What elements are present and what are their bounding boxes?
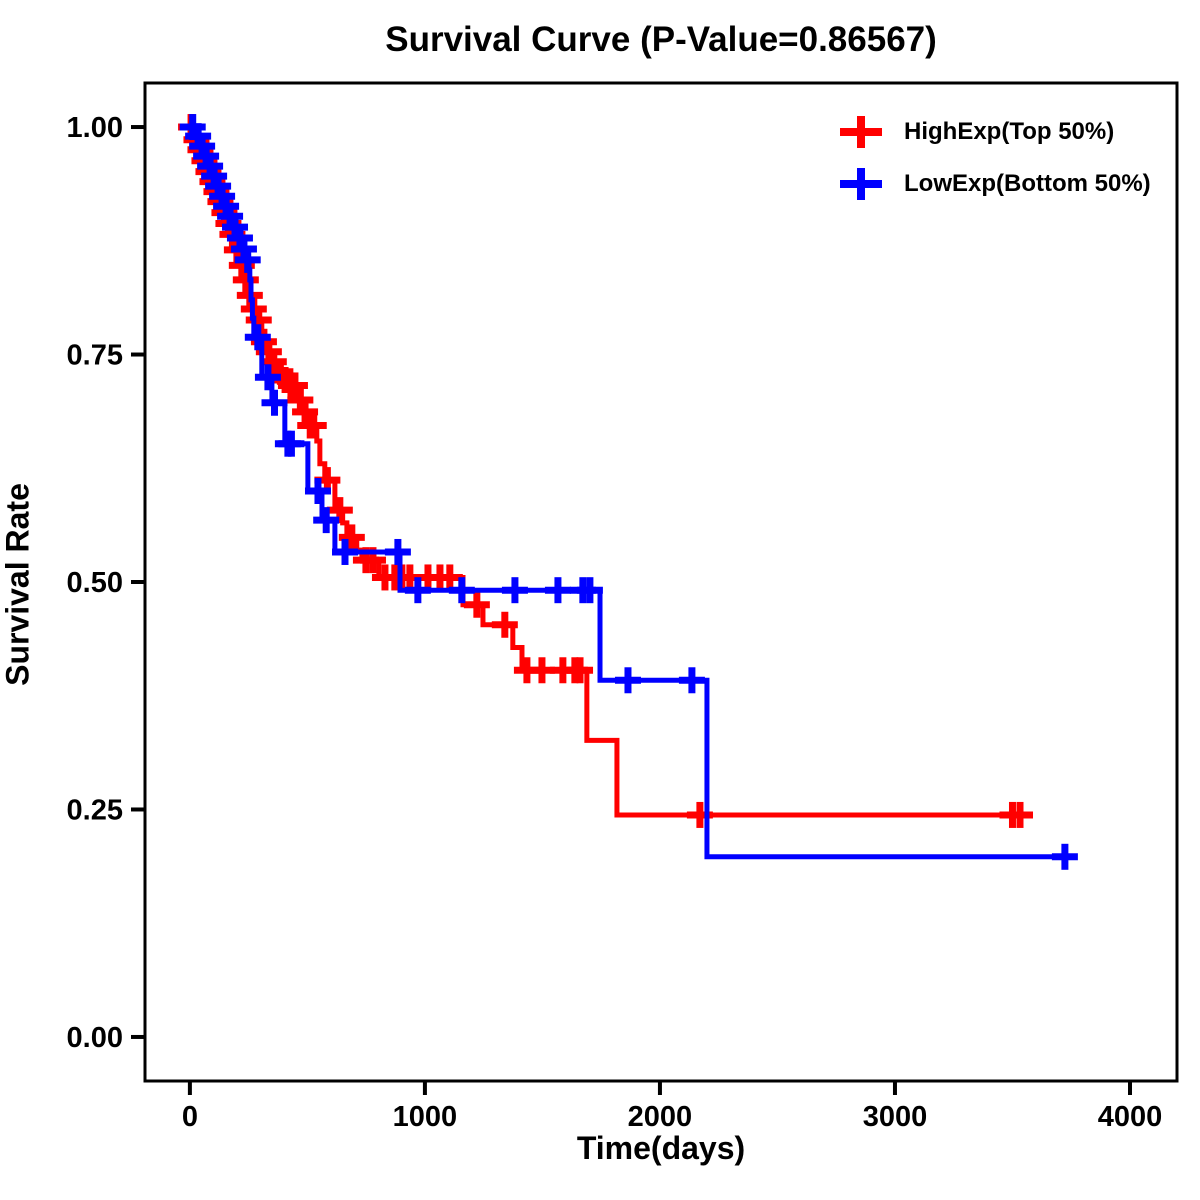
plus-icon (840, 111, 882, 153)
y-axis-ticks: 0.00 0.25 0.50 0.75 1.00 (67, 112, 145, 1054)
y-tick-label: 0.25 (67, 794, 123, 826)
plot-frame (143, 81, 1179, 1083)
x-axis-title: Time(days) (576, 1130, 746, 1166)
x-axis-ticks: 0 1000 2000 3000 4000 (182, 1081, 1162, 1133)
x-tick-label: 4000 (1098, 1101, 1163, 1133)
y-tick-label: 0.00 (67, 1022, 123, 1054)
legend-label-highexp: HighExp(Top 50%) (904, 118, 1115, 145)
legend: HighExp(Top 50%) LowExp(Bottom 50%) (840, 110, 1151, 206)
x-tick-label: 1000 (393, 1101, 458, 1133)
x-tick-label: 3000 (863, 1101, 928, 1133)
x-tick-label: 2000 (628, 1101, 693, 1133)
y-tick-label: 0.50 (67, 567, 123, 599)
lowexp-censor-marks (179, 114, 1078, 870)
x-tick-label: 0 (182, 1101, 198, 1133)
y-tick-label: 0.75 (67, 340, 123, 372)
chart-title: Survival Curve (P-Value=0.86567) (385, 20, 937, 59)
legend-item-highexp: HighExp(Top 50%) (840, 110, 1151, 154)
legend-item-lowexp: LowExp(Bottom 50%) (840, 162, 1151, 206)
legend-label-lowexp: LowExp(Bottom 50%) (904, 170, 1151, 197)
y-axis-title: Survival Rate (0, 483, 36, 686)
plus-icon (840, 163, 882, 205)
highexp-survival-curve (189, 124, 1027, 818)
y-tick-label: 1.00 (67, 112, 123, 144)
